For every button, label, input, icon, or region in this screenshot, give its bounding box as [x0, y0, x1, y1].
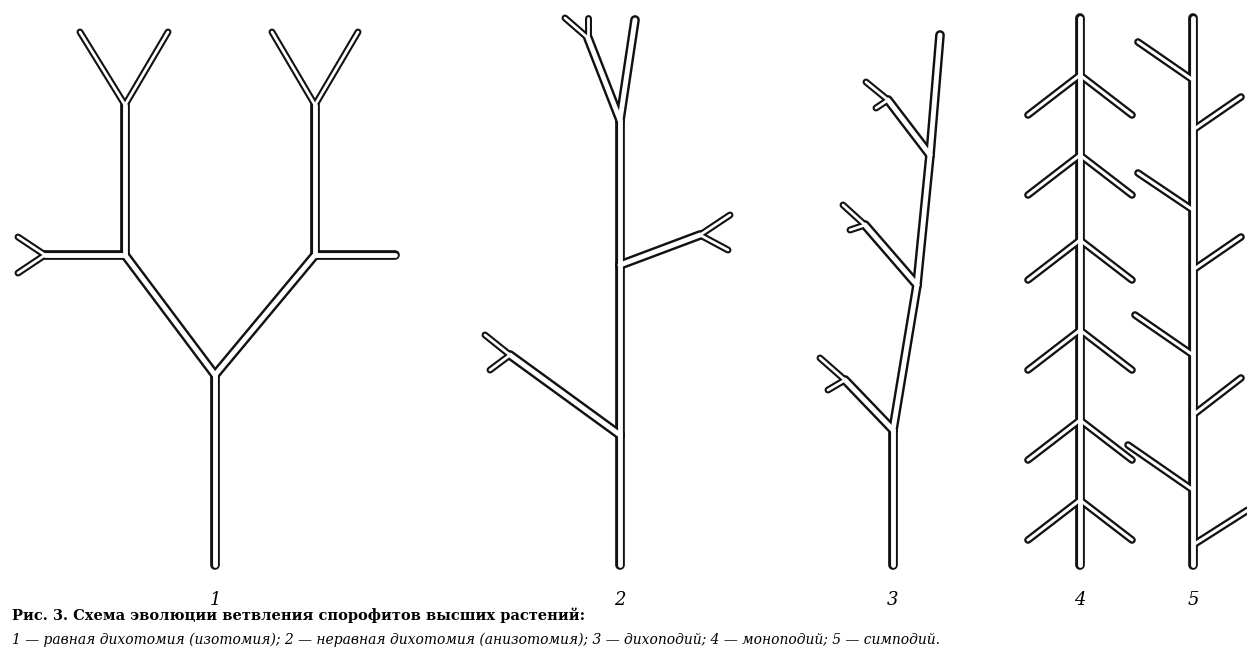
Text: 4: 4: [1074, 591, 1086, 609]
Text: 1 — равная дихотомия (изотомия); 2 — неравная дихотомия (анизотомия); 3 — дихопо: 1 — равная дихотомия (изотомия); 2 — нер…: [12, 633, 940, 647]
Text: 1: 1: [209, 591, 221, 609]
Text: 3: 3: [888, 591, 899, 609]
Text: 5: 5: [1187, 591, 1198, 609]
Text: Рис. 3. Схема эволюции ветвления спорофитов высших растений:: Рис. 3. Схема эволюции ветвления спорофи…: [12, 607, 585, 623]
Text: 2: 2: [615, 591, 626, 609]
